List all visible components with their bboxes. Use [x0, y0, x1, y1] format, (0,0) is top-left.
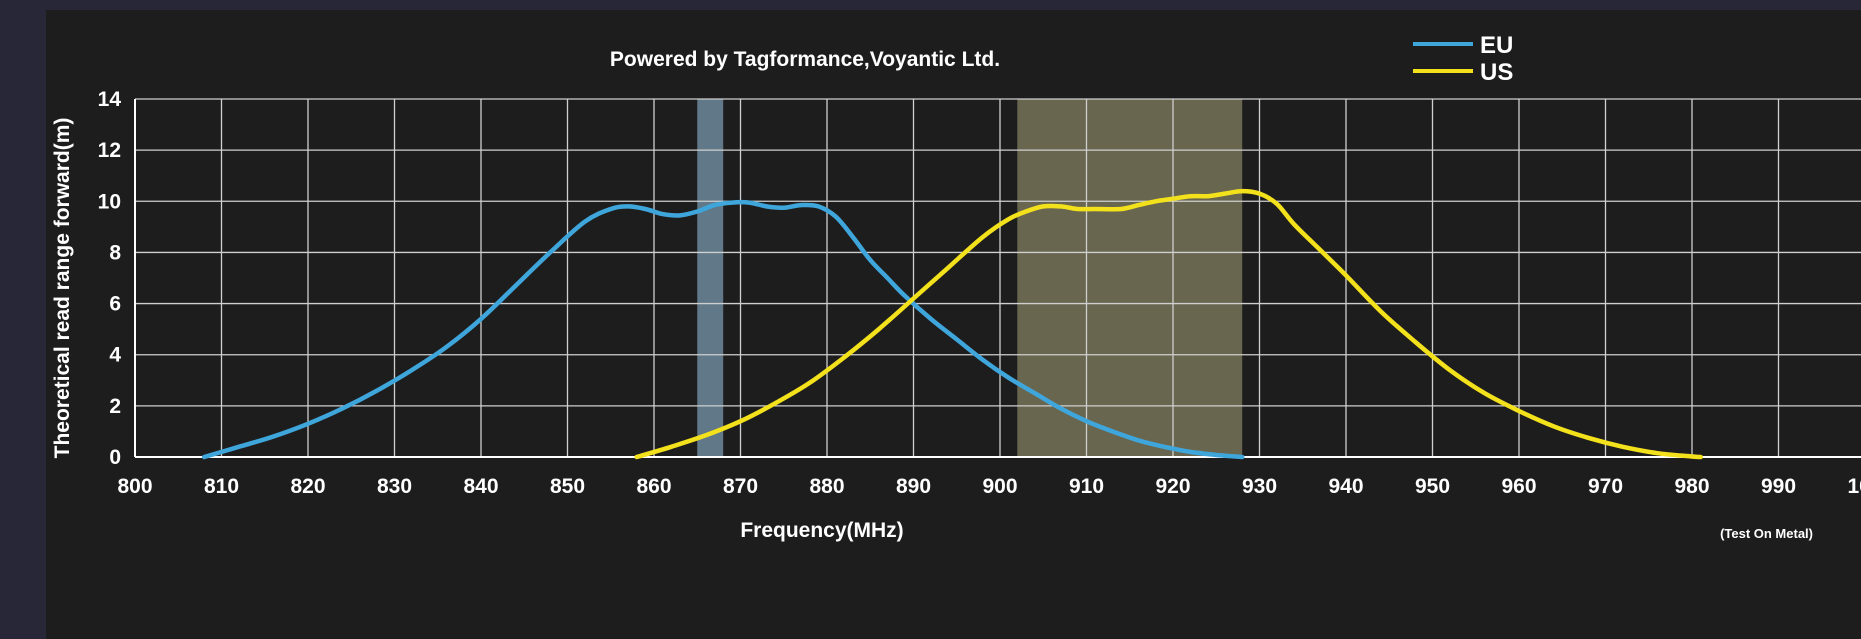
- series-layer: [201, 188, 1703, 460]
- x-tick-label: 870: [723, 475, 758, 498]
- x-tick-label: 800: [117, 475, 152, 498]
- x-tick-label: 960: [1501, 475, 1536, 498]
- y-tick-label: 12: [98, 139, 121, 162]
- legend-eu-label: EU: [1480, 32, 1513, 59]
- chart-title: Powered by Tagformance,Voyantic Ltd.: [610, 48, 1000, 71]
- test-note: (Test On Metal): [1720, 526, 1813, 541]
- x-tick-label: 910: [1069, 475, 1104, 498]
- x-tick-label: 980: [1674, 475, 1709, 498]
- y-tick-label: 2: [109, 395, 121, 418]
- x-tick-label: 100: [1847, 475, 1861, 498]
- x-axis-label: Frequency(MHz): [740, 519, 903, 542]
- x-tick-label: 990: [1761, 475, 1796, 498]
- x-tick-label: 950: [1415, 475, 1450, 498]
- x-tick-label: 930: [1242, 475, 1277, 498]
- y-tick-label: 14: [98, 88, 122, 111]
- x-tick-label: 880: [809, 475, 844, 498]
- x-tick-label: 810: [204, 475, 239, 498]
- x-tick-label: 970: [1588, 475, 1623, 498]
- x-tick-label: 890: [896, 475, 931, 498]
- x-tick-label: 940: [1328, 475, 1363, 498]
- y-tick-label: 10: [98, 190, 121, 213]
- series-line-us: [634, 188, 1703, 460]
- y-axis-label: Theoretical read range forward(m): [51, 118, 74, 459]
- grid: [134, 98, 1861, 458]
- x-tick-label: 830: [377, 475, 412, 498]
- x-tick-label: 900: [982, 475, 1017, 498]
- legend-us-label: US: [1480, 59, 1513, 86]
- x-tick-label: 920: [1155, 475, 1190, 498]
- y-tick-label: 6: [109, 293, 121, 316]
- legend: EU US: [1413, 32, 1513, 86]
- y-tick-label: 4: [109, 344, 121, 367]
- chart: 800 810 820 830 840 850 860 870 880 890 900 910 920 9…: [51, 32, 1861, 542]
- band-layer: [697, 99, 1243, 457]
- series-line-eu: [201, 199, 1245, 460]
- y-tick-label: 0: [109, 446, 121, 469]
- y-tick-label: 8: [109, 241, 121, 264]
- chart-panel: 800 810 820 830 840 850 860 870 880 890 900 910 920 9…: [46, 10, 1861, 639]
- band-us: [1017, 99, 1243, 457]
- x-tick-label: 850: [550, 475, 585, 498]
- tick-layer: 800 810 820 830 840 850 860 870 880 890 900 910 920 9…: [98, 88, 1861, 498]
- x-tick-label: 860: [636, 475, 671, 498]
- band-eu: [697, 99, 724, 457]
- x-tick-label: 840: [463, 475, 498, 498]
- x-tick-label: 820: [290, 475, 325, 498]
